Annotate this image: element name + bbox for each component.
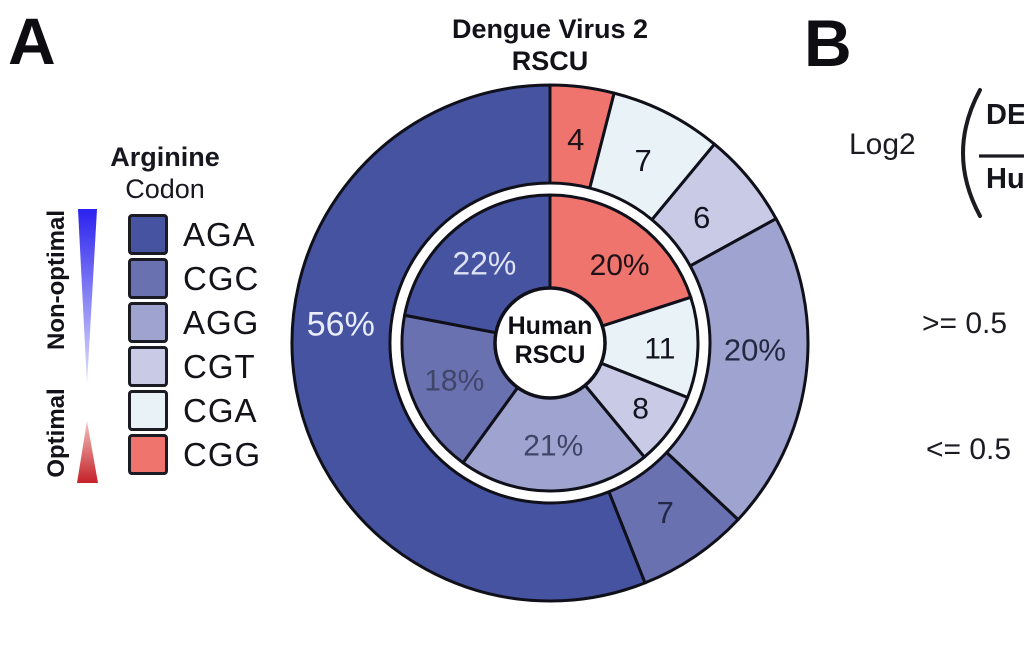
legend-swatch-CGC bbox=[128, 258, 168, 299]
donut-center-line1: Human bbox=[507, 312, 593, 340]
legend-codon-label: CGA bbox=[183, 391, 258, 429]
nested-donut-chart bbox=[290, 83, 810, 603]
chart-title: Dengue Virus 2 RSCU bbox=[390, 14, 710, 77]
nonoptimal-gradient-wedge bbox=[78, 209, 97, 385]
threshold-lower-label: <= 0.5 bbox=[926, 433, 1012, 466]
legend-codon-label: CGG bbox=[183, 435, 262, 473]
legend-swatch-AGA bbox=[128, 214, 168, 255]
formula-denominator: Hu bbox=[986, 163, 1024, 195]
legend-codon-label: CGT bbox=[183, 347, 256, 385]
slice-label-outer-CGG: 4 bbox=[567, 122, 584, 157]
legend-title-line1: Arginine bbox=[110, 142, 220, 172]
slice-label-inner-CGA: 11 bbox=[644, 332, 675, 365]
slice-label-outer-AGG: 20% bbox=[724, 333, 786, 368]
legend-row-AGA: AGA bbox=[128, 214, 261, 255]
donut-center-label: Human RSCU bbox=[480, 312, 620, 370]
legend-row-CGT: CGT bbox=[128, 346, 261, 387]
legend-swatch-CGA bbox=[128, 390, 168, 431]
legend-swatch-CGG bbox=[128, 434, 168, 475]
formula-numerator: DE bbox=[986, 99, 1024, 131]
slice-label-inner-CGC: 18% bbox=[424, 364, 484, 397]
formula-open-paren bbox=[961, 88, 982, 218]
slice-label-inner-AGA: 22% bbox=[452, 246, 516, 282]
slice-label-inner-CGG: 20% bbox=[590, 249, 650, 282]
legend-codon-label: AGG bbox=[183, 303, 260, 341]
panel-b-label: B bbox=[804, 6, 853, 80]
slice-label-outer-CGC: 7 bbox=[657, 495, 674, 530]
donut-slice-labels: 4 7 6 20% 7 56% 20% 11 8 21% 18% 22% bbox=[307, 122, 786, 530]
slice-outer-AGA bbox=[290, 83, 647, 603]
chart-title-line1: Dengue Virus 2 bbox=[451, 14, 649, 44]
slice-label-inner-AGG: 21% bbox=[523, 429, 583, 462]
legend-swatch-AGG bbox=[128, 302, 168, 343]
legend-title-line2: Codon bbox=[125, 173, 205, 204]
slice-label-outer-CGT: 6 bbox=[693, 200, 710, 235]
donut-center-line2: RSCU bbox=[514, 341, 586, 369]
slice-outer-AGG bbox=[665, 217, 810, 522]
legend-swatch-CGT bbox=[128, 346, 168, 387]
slice-label-inner-CGT: 8 bbox=[632, 392, 649, 425]
donut-center-circle bbox=[493, 286, 607, 400]
formula-log2-label: Log2 bbox=[849, 128, 916, 161]
panel-a-label: A bbox=[8, 4, 57, 78]
legend-row-CGG: CGG bbox=[128, 434, 261, 475]
legend-title: Arginine Codon bbox=[95, 142, 235, 205]
legend-codon-label: CGC bbox=[183, 259, 260, 297]
legend-row-CGC: CGC bbox=[128, 258, 261, 299]
legend-swatch-list: AGA CGC AGG CGT CGA CGG bbox=[128, 214, 261, 478]
legend-row-AGG: AGG bbox=[128, 302, 261, 343]
optimal-gradient-wedge bbox=[77, 421, 98, 483]
slice-label-outer-AGA: 56% bbox=[307, 306, 375, 344]
chart-title-line2: RSCU bbox=[511, 45, 589, 76]
slice-label-outer-CGA: 7 bbox=[634, 143, 651, 178]
legend-row-CGA: CGA bbox=[128, 390, 261, 431]
threshold-upper-label: >= 0.5 bbox=[922, 307, 1008, 340]
legend-codon-label: AGA bbox=[183, 215, 256, 253]
